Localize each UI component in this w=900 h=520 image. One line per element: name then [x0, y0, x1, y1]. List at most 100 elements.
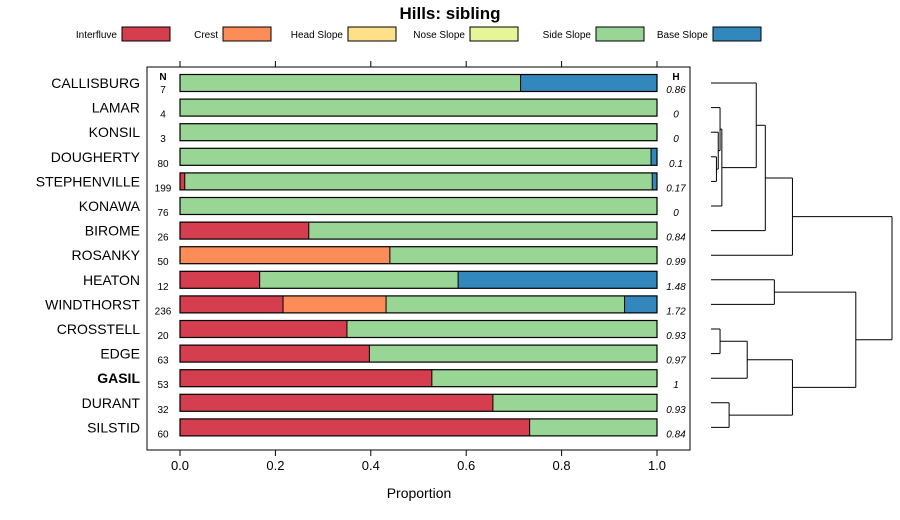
row-label-10: CROSSTELL	[57, 321, 140, 337]
n-column-header: N	[159, 72, 166, 83]
row-label-5: KONAWA	[79, 198, 141, 214]
legend-label-3: Nose Slope	[413, 30, 465, 41]
n-value-4: 199	[155, 183, 172, 194]
bar-outline-1	[179, 98, 658, 117]
bar-segment-9-0	[180, 295, 284, 313]
bar-segment-1-4	[180, 99, 657, 117]
bar-segment-6-4	[308, 222, 657, 240]
dendrogram	[711, 82, 893, 428]
h-value-5: 0	[673, 208, 679, 219]
legend: Interfluve Crest Head Slope Nose Slope Side …	[76, 26, 762, 42]
bar-segment-8-5	[458, 271, 657, 289]
n-value-14: 60	[157, 429, 169, 440]
x-tick-label-0: 0.0	[171, 458, 189, 473]
bar-segment-8-0	[180, 271, 260, 289]
n-value-9: 236	[155, 306, 172, 317]
row-label-13: DURANT	[82, 395, 141, 411]
bar-outline-2	[179, 123, 658, 142]
bar-segment-5-4	[180, 197, 657, 215]
plot-frame	[146, 66, 691, 451]
bar-segment-9-4	[386, 295, 625, 313]
bar-segment-12-0	[180, 369, 432, 387]
top-ticks	[179, 61, 658, 67]
x-tick-label-1: 0.2	[266, 458, 284, 473]
bar-outline-6	[179, 221, 658, 240]
x-tick-label-3: 0.6	[457, 458, 475, 473]
row-label-0: CALLISBURG	[51, 75, 140, 91]
legend-swatch-1	[222, 26, 272, 42]
n-value-12: 53	[157, 380, 169, 391]
h-value-4: 0.17	[666, 183, 686, 194]
bar-segment-9-5	[624, 295, 657, 313]
n-value-2: 3	[160, 134, 166, 145]
h-value-14: 0.84	[666, 429, 686, 440]
bar-outline-3	[179, 147, 658, 166]
bar-segment-3-5	[651, 148, 657, 166]
n-value-8: 12	[157, 282, 169, 293]
bar-outline-14	[179, 418, 658, 437]
bar-segment-7-4	[389, 246, 657, 264]
h-value-9: 1.72	[666, 306, 686, 317]
row-label-8: HEATON	[83, 272, 140, 288]
bar-outline-9	[179, 295, 658, 314]
bar-segment-14-4	[529, 418, 657, 436]
bar-segment-10-4	[346, 320, 657, 338]
legend-label-4: Side Slope	[543, 30, 592, 41]
h-value-2: 0	[673, 134, 679, 145]
h-value-8: 1.48	[666, 282, 686, 293]
n-value-1: 4	[160, 110, 166, 121]
h-column-header: H	[672, 72, 679, 83]
row-label-2: KONSIL	[89, 124, 141, 140]
legend-swatch-4	[595, 26, 645, 42]
n-value-13: 32	[157, 405, 169, 416]
bar-segment-4-0	[180, 172, 185, 190]
row-label-6: BIROME	[85, 223, 140, 239]
x-tick-label-5: 1.0	[648, 458, 666, 473]
legend-swatch-0	[121, 26, 171, 42]
bar-segment-9-1	[283, 295, 387, 313]
bar-segment-13-0	[180, 394, 493, 412]
n-value-7: 50	[157, 257, 169, 268]
row-label-11: EDGE	[100, 346, 140, 362]
legend-swatch-2	[347, 26, 397, 42]
row-label-12: GASIL	[97, 370, 140, 386]
bar-segment-13-4	[492, 394, 657, 412]
n-value-5: 76	[157, 208, 169, 219]
bar-outline-7	[179, 246, 658, 265]
legend-label-1: Crest	[194, 30, 218, 41]
bar-segment-12-4	[431, 369, 657, 387]
x-tick-label-4: 0.8	[553, 458, 571, 473]
row-label-4: STEPHENVILLE	[36, 173, 140, 189]
h-value-12: 1	[673, 380, 679, 391]
n-value-11: 63	[157, 356, 169, 367]
row-label-3: DOUGHERTY	[51, 149, 141, 165]
n-value-6: 26	[157, 233, 169, 244]
bar-segment-8-4	[259, 271, 459, 289]
row-label-9: WINDTHORST	[45, 296, 140, 312]
bar-outline-10	[179, 319, 658, 339]
bar-segment-0-5	[520, 74, 657, 92]
row-label-14: SILSTID	[87, 419, 140, 435]
bar-outline-11	[179, 344, 658, 363]
bar-outline-13	[179, 393, 658, 412]
chart-title: Hills: sibling	[399, 4, 500, 23]
bar-segment-2-4	[180, 123, 657, 141]
bar-outline-4	[179, 172, 658, 191]
bar-segment-10-0	[180, 320, 347, 338]
x-tick-label-2: 0.4	[362, 458, 380, 473]
bar-segment-6-0	[180, 222, 309, 240]
legend-label-5: Base Slope	[657, 30, 709, 41]
bar-outline-5	[179, 196, 658, 216]
h-value-1: 0	[673, 110, 679, 121]
bar-segment-11-0	[180, 345, 370, 363]
h-value-11: 0.97	[666, 356, 686, 367]
bar-outline-12	[179, 369, 658, 388]
legend-label-2: Head Slope	[291, 30, 344, 41]
h-value-13: 0.93	[666, 405, 686, 416]
h-value-0: 0.86	[666, 85, 686, 96]
h-value-10: 0.93	[666, 331, 686, 342]
legend-swatch-3	[469, 26, 519, 42]
x-axis: 0.0 0.2 0.4 0.6 0.8 1.0	[171, 450, 666, 473]
h-value-3: 0.1	[669, 159, 683, 170]
